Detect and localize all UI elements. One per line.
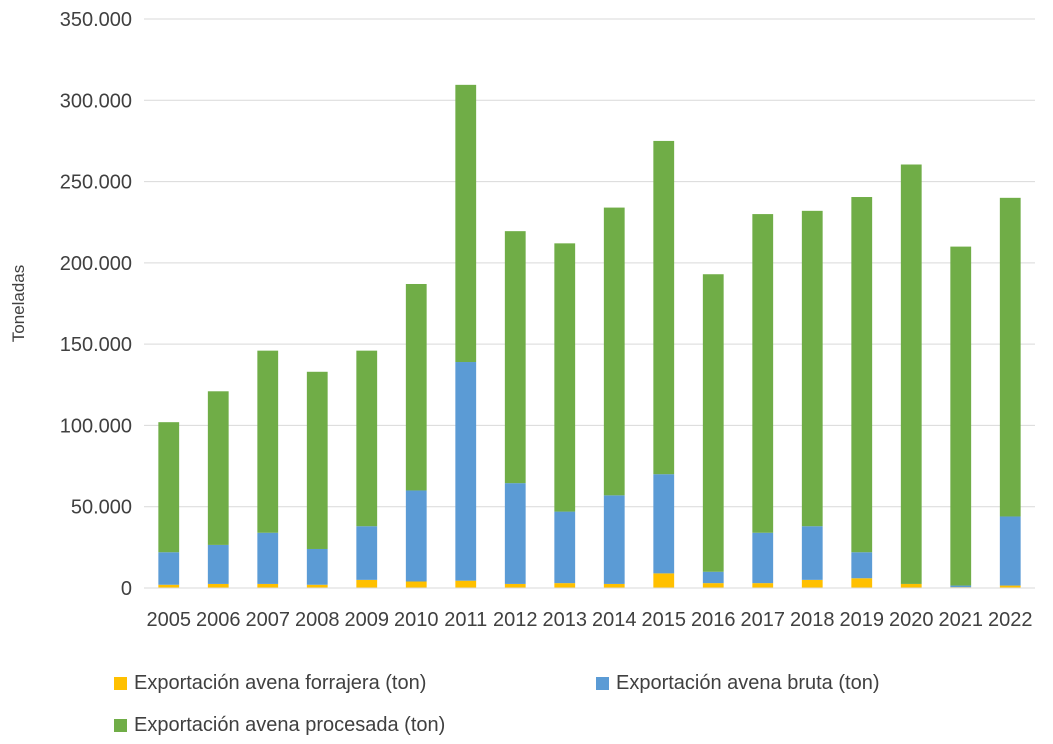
bar-segment-procesada bbox=[752, 214, 774, 533]
bar-segment-forrajera bbox=[554, 583, 576, 588]
x-tick-label: 2011 bbox=[444, 609, 487, 631]
x-tick-label: 2013 bbox=[543, 609, 588, 631]
bar-segment-procesada bbox=[504, 231, 526, 484]
bar-segment-forrajera bbox=[752, 583, 774, 588]
bar-segment-procesada bbox=[455, 84, 477, 363]
bar-segment-bruta bbox=[356, 526, 378, 580]
y-tick-label: 300.000 bbox=[60, 90, 132, 112]
bar-segment-forrajera bbox=[851, 578, 873, 588]
legend: Exportación avena forrajera (ton) Exporta… bbox=[114, 672, 1014, 742]
bar-segment-procesada bbox=[900, 164, 922, 584]
x-tick-label: 2017 bbox=[741, 609, 786, 631]
x-tick-label: 2014 bbox=[592, 609, 637, 631]
bar-segment-forrajera bbox=[455, 580, 477, 588]
x-tick-label: 2010 bbox=[394, 609, 439, 631]
bar-segment-bruta bbox=[752, 532, 774, 584]
bar-segment-procesada bbox=[356, 350, 378, 527]
bar-segment-bruta bbox=[851, 552, 873, 579]
y-tick-label: 200.000 bbox=[60, 253, 132, 275]
bar-segment-bruta bbox=[158, 552, 180, 585]
x-tick-label: 2012 bbox=[493, 609, 538, 631]
bar-segment-bruta bbox=[554, 511, 576, 584]
x-tick-label: 2005 bbox=[147, 609, 192, 631]
bar-segment-bruta bbox=[950, 585, 972, 588]
x-tick-label: 2006 bbox=[196, 609, 241, 631]
bar-segment-forrajera bbox=[801, 579, 823, 588]
bar-segment-procesada bbox=[851, 197, 873, 553]
x-tick-label: 2015 bbox=[642, 609, 687, 631]
bar-segment-bruta bbox=[455, 362, 477, 581]
x-tick-label: 2016 bbox=[691, 609, 736, 631]
legend-label: Exportación avena forrajera (ton) bbox=[134, 672, 427, 694]
bar-segment-procesada bbox=[950, 246, 972, 586]
bar-segment-procesada bbox=[257, 350, 279, 533]
legend-item: Exportación avena forrajera (ton) bbox=[114, 672, 426, 695]
bar-segment-forrajera bbox=[504, 583, 526, 588]
y-tick-label: 100.000 bbox=[60, 415, 132, 437]
bar-segment-bruta bbox=[207, 544, 229, 584]
bar-segment-procesada bbox=[306, 371, 328, 549]
legend-item: Exportación avena bruta (ton) bbox=[596, 672, 880, 695]
bar-segment-forrajera bbox=[999, 585, 1021, 588]
x-tick-label: 2021 bbox=[939, 609, 984, 631]
bar-segment-bruta bbox=[603, 495, 625, 584]
bar-segment-procesada bbox=[702, 274, 724, 572]
bar-segment-procesada bbox=[653, 140, 675, 475]
y-tick-label: 250.000 bbox=[60, 172, 132, 194]
bar-segment-forrajera bbox=[653, 573, 675, 588]
bar-segment-procesada bbox=[207, 391, 229, 545]
bar-segment-forrajera bbox=[356, 579, 378, 588]
bar-segment-bruta bbox=[702, 571, 724, 584]
x-tick-label: 2009 bbox=[345, 609, 390, 631]
y-tick-label: 150.000 bbox=[60, 334, 132, 356]
x-tick-label: 2020 bbox=[889, 609, 934, 631]
bar-segment-forrajera bbox=[603, 583, 625, 588]
bar-segment-bruta bbox=[257, 532, 279, 584]
y-axis-title: Toneladas bbox=[9, 265, 28, 343]
bar-segment-procesada bbox=[999, 197, 1021, 517]
bar-segment-bruta bbox=[801, 526, 823, 580]
bar-segment-forrajera bbox=[207, 583, 229, 588]
bar-segment-procesada bbox=[158, 422, 180, 553]
bar-segment-forrajera bbox=[158, 584, 180, 588]
y-tick-label: 350.000 bbox=[60, 9, 132, 31]
legend-swatch bbox=[114, 719, 127, 732]
legend-swatch bbox=[114, 677, 127, 690]
bar-segment-forrajera bbox=[900, 583, 922, 588]
legend-label: Exportación avena procesada (ton) bbox=[134, 714, 446, 736]
bar-segment-forrajera bbox=[405, 581, 427, 588]
legend-swatch bbox=[596, 677, 609, 690]
bar-segment-bruta bbox=[653, 474, 675, 574]
chart-canvas: 0 50.000 100.000 150.000 200.000 250.000 300.0… bbox=[9, 9, 1035, 631]
x-tick-label: 2018 bbox=[790, 609, 835, 631]
bar-segment-procesada bbox=[554, 243, 576, 512]
x-tick-label: 2008 bbox=[295, 609, 340, 631]
bar-segment-forrajera bbox=[257, 583, 279, 588]
bar-segment-procesada bbox=[801, 210, 823, 527]
x-tick-label: 2007 bbox=[246, 609, 291, 631]
bar-segment-forrajera bbox=[306, 584, 328, 588]
legend-item: Exportación avena procesada (ton) bbox=[114, 714, 445, 737]
bar-segment-procesada bbox=[405, 283, 427, 491]
bar-segment-bruta bbox=[405, 490, 427, 582]
bar-segment-bruta bbox=[306, 548, 328, 585]
bar-segment-bruta bbox=[504, 483, 526, 584]
bar-segment-bruta bbox=[999, 516, 1021, 586]
bar-segment-procesada bbox=[603, 207, 625, 496]
y-tick-label: 0 bbox=[121, 578, 132, 600]
x-tick-label: 2019 bbox=[840, 609, 885, 631]
y-tick-label: 50.000 bbox=[71, 497, 132, 519]
legend-label: Exportación avena bruta (ton) bbox=[616, 672, 880, 694]
bar-segment-forrajera bbox=[702, 583, 724, 588]
x-tick-label: 2022 bbox=[988, 609, 1033, 631]
